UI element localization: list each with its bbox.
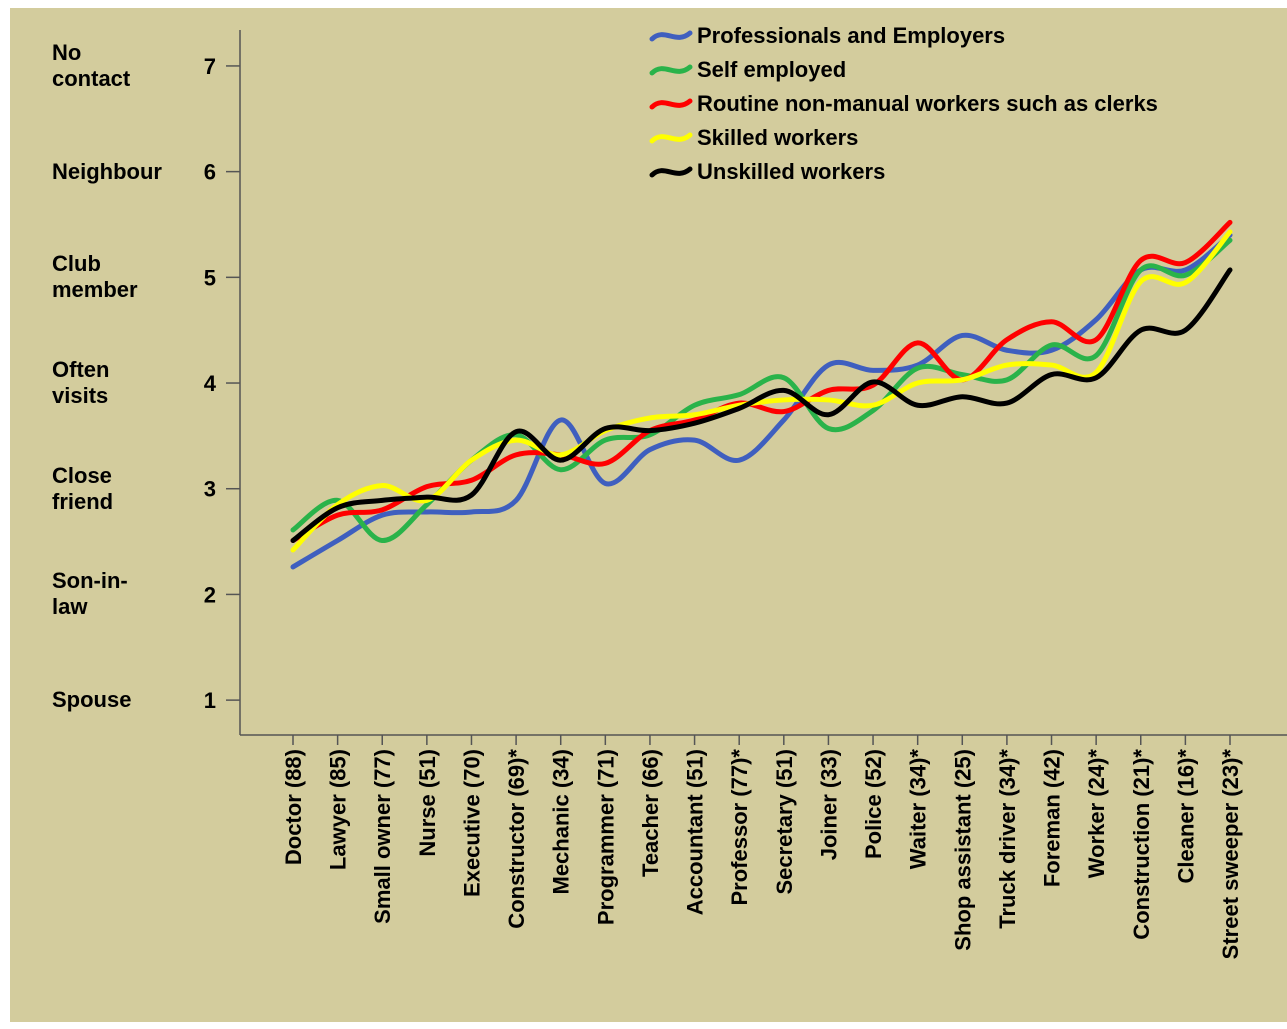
y-level-label: Often visits [52,357,110,409]
legend-swatch [649,30,693,42]
y-tick-label: 2 [204,582,216,607]
x-tick-label: Doctor (88) [281,749,306,865]
y-tick-label: 3 [204,477,216,502]
x-tick-label: Mechanic (34) [549,749,574,895]
x-tick-label: Lawyer (85) [326,749,351,870]
y-level-label: Neighbour [52,158,162,184]
series-line [290,219,1233,544]
x-tick-label: Professor (77)* [727,749,752,906]
series-line [290,229,1233,553]
y-level-label: Close friend [52,462,114,514]
x-tick-label: Construction (21)* [1129,749,1154,940]
x-tick-label: Cleaner (16)* [1173,749,1198,884]
x-tick-label: Worker (24)* [1084,749,1109,879]
x-tick-label: Police (52) [861,749,886,859]
y-tick-label: 1 [204,688,216,713]
y-tick-label: 5 [204,265,216,290]
y-level-label: Spouse [52,687,132,713]
legend-swatch [649,98,693,110]
y-tick-label: 7 [204,54,216,79]
legend-label: Unskilled workers [697,159,885,184]
legend-label: Self employed [697,57,846,82]
y-level-label: No contact [52,39,131,91]
legend-label: Routine non-manual workers such as clerk… [697,91,1158,116]
x-tick-label: Accountant (51) [683,749,708,915]
x-tick-label: Executive (70) [459,749,484,897]
y-level-label: Son-in-law [52,568,128,620]
x-tick-label: Nurse (51) [415,749,440,857]
x-tick-label: Shop assistant (25) [950,749,975,951]
x-tick-label: Waiter (34)* [906,749,931,870]
x-tick-label: Programmer (71) [593,749,618,925]
legend-swatch [649,166,693,178]
plot-background [10,8,1287,1022]
y-tick-label: 6 [204,160,216,185]
y-tick-label: 4 [204,371,217,396]
x-tick-label: Small owner (77) [370,749,395,924]
x-tick-label: Teacher (66) [638,749,663,877]
legend-label: Skilled workers [697,125,858,150]
series-line [290,267,1233,544]
legend-swatch [649,132,693,144]
y-level-label: Club member [52,251,138,303]
legend-label: Professionals and Employers [697,23,1005,48]
x-tick-label: Foreman (42) [1040,749,1065,887]
x-tick-label: Joiner (33) [816,749,841,860]
series-line [290,232,1233,570]
legend-swatch [649,64,693,76]
x-tick-label: Street sweeper (23)* [1218,749,1243,960]
x-tick-label: Constructor (69)* [504,749,529,929]
x-tick-label: Secretary (51) [772,749,797,895]
x-tick-label: Truck driver (34)* [995,749,1020,929]
